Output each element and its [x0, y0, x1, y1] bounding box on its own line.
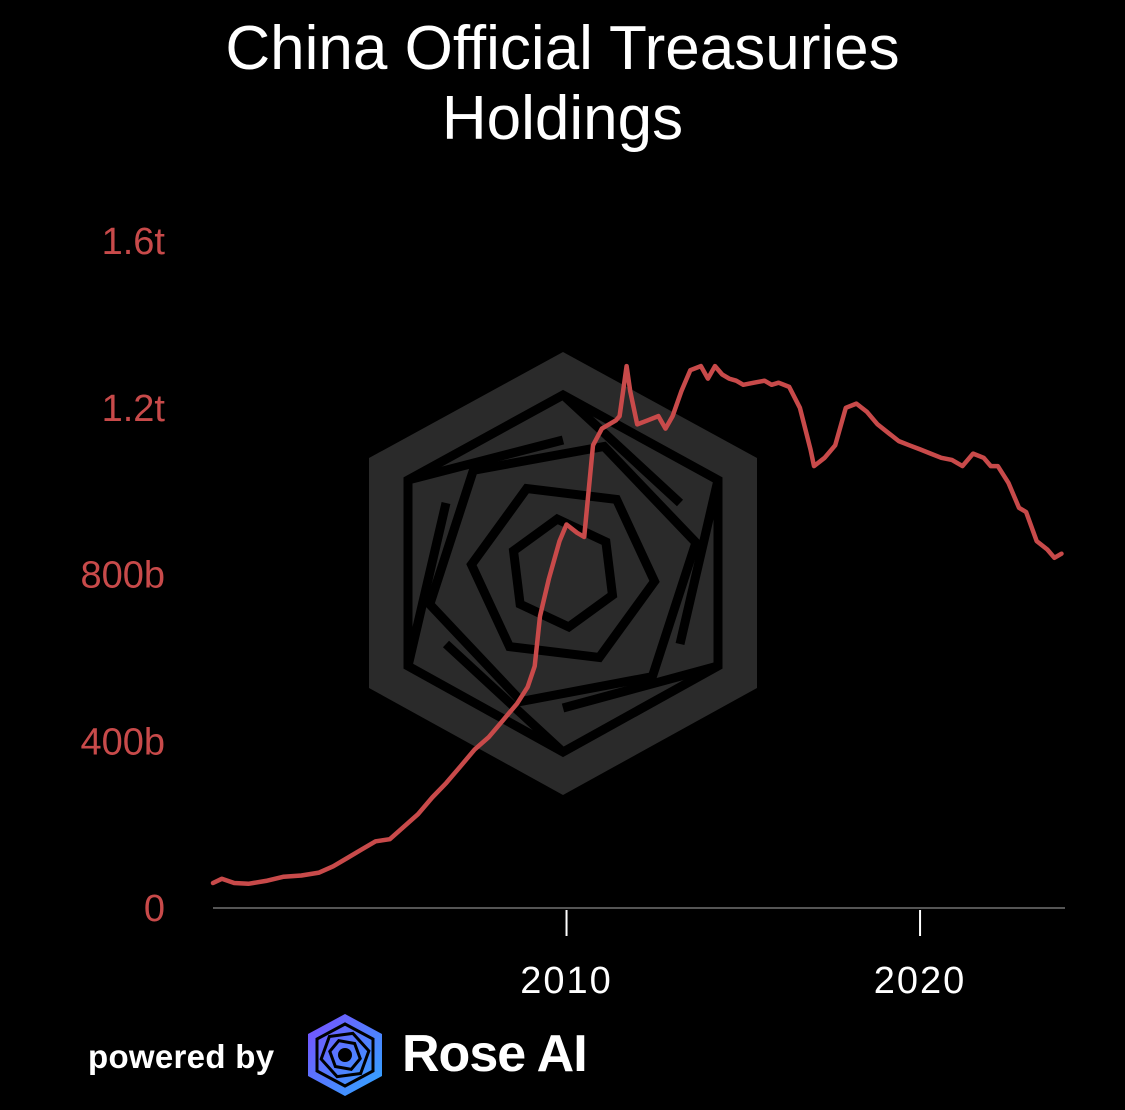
x-tick-label: 2010	[520, 960, 613, 1002]
y-tick-label: 0	[144, 888, 165, 930]
chart-title-line-2: Holdings	[441, 84, 684, 153]
series-group	[210, 363, 1064, 887]
brand-name[interactable]: Rose AI	[402, 1025, 588, 1083]
line-chart: 0 400b 800b 1.2t 1.6t 2010 2020	[80, 221, 1065, 1002]
powered-by-label: powered by	[88, 1038, 275, 1075]
chart-title-line-1: China Official Treasuries	[225, 14, 900, 83]
y-tick-label: 800b	[80, 555, 165, 597]
series-line	[210, 363, 1064, 887]
footer: powered by Rose AI	[88, 1010, 688, 1100]
watermark-logo-icon	[369, 352, 757, 795]
x-tick-label: 2020	[874, 960, 967, 1002]
rose-ai-logo-icon[interactable]	[306, 1012, 384, 1098]
y-tick-label: 400b	[80, 721, 165, 763]
y-tick-label: 1.2t	[102, 388, 166, 430]
y-axis: 0 400b 800b 1.2t 1.6t	[80, 221, 165, 930]
y-tick-label: 1.6t	[102, 221, 166, 263]
chart-title: China Official Treasuries Holdings	[0, 14, 1125, 154]
x-axis: 2010 2020	[213, 907, 1065, 1002]
